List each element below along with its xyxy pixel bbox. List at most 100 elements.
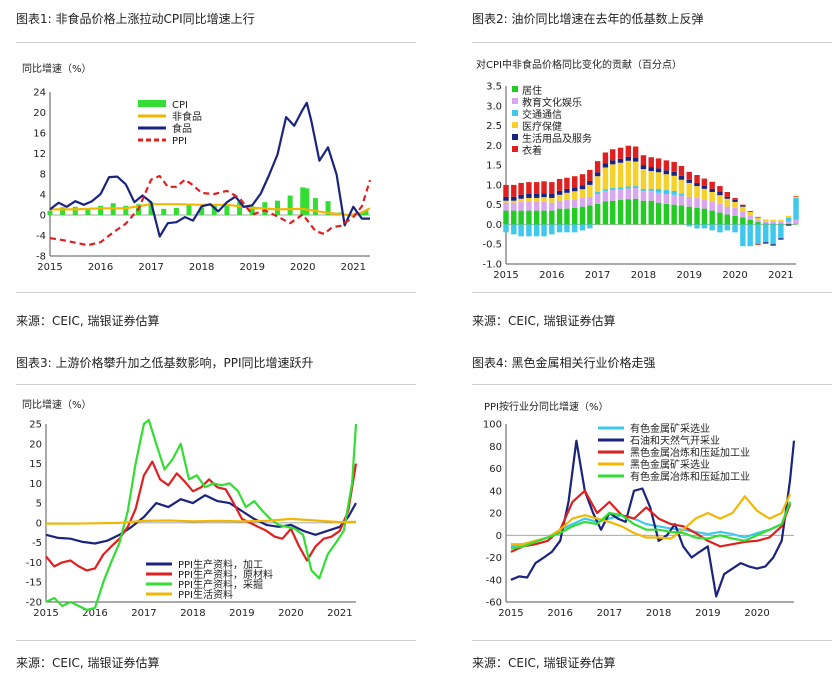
- x-tick-label: 2015: [37, 262, 62, 273]
- y-tick-label: 15: [29, 459, 42, 470]
- bar-segment: [511, 224, 517, 235]
- bar-segment: [594, 172, 601, 177]
- legend-label: 食品: [172, 122, 192, 135]
- bar-segment: [740, 204, 746, 206]
- y-tick-label: 24: [33, 88, 46, 99]
- bar-segment: [755, 244, 761, 246]
- bar-segment: [655, 192, 662, 203]
- y-tick-label: -8: [36, 252, 46, 263]
- legend-label: PPI生产资料，原材料: [178, 568, 273, 581]
- bar: [300, 187, 306, 215]
- bar-segment: [648, 190, 654, 201]
- bar: [161, 208, 167, 215]
- bar-segment: [793, 195, 799, 198]
- bar-segment: [770, 244, 776, 246]
- y-tick-label: 20: [29, 439, 42, 450]
- bar-segment: [579, 224, 586, 231]
- bar: [274, 200, 280, 215]
- bar-segment: [763, 224, 769, 243]
- bar-segment: [503, 196, 509, 201]
- legend-label: PPI: [172, 136, 187, 147]
- bar-segment: [785, 225, 792, 227]
- divider: [472, 292, 832, 293]
- bar-segment: [770, 223, 776, 225]
- bar-segment: [701, 188, 708, 200]
- bar-segment: [732, 199, 738, 202]
- bar-segment: [640, 155, 647, 166]
- series-line: [46, 517, 357, 525]
- bar-segment: [617, 162, 624, 188]
- bar-segment: [671, 161, 677, 172]
- bar-segment: [701, 185, 708, 189]
- bar-segment: [671, 194, 677, 205]
- x-tick-label: 2018: [631, 270, 656, 281]
- y-tick-label: 16: [33, 129, 46, 140]
- bar-segment: [686, 224, 692, 227]
- bar-segment: [579, 185, 586, 190]
- bar: [224, 204, 230, 215]
- legend-label: 居住: [522, 84, 542, 97]
- series-line: [49, 174, 372, 247]
- bar-segment: [564, 199, 570, 209]
- bar-segment: [632, 146, 639, 158]
- bar-segment: [556, 224, 563, 233]
- bar-segment: [747, 215, 753, 220]
- bar-segment: [594, 192, 601, 194]
- bar-segment: [655, 158, 662, 169]
- x-tick-label: 2016: [88, 262, 113, 273]
- bar-segment: [747, 224, 753, 247]
- legend-label: 生活用品及服务: [522, 132, 592, 145]
- y-axis-label: 对CPI中非食品价格同比变化的贡献（百分点）: [476, 58, 682, 71]
- bar-segment: [572, 224, 578, 233]
- x-tick-label: 2016: [547, 608, 572, 619]
- bar-segment: [533, 201, 540, 211]
- bar-segment: [503, 210, 509, 225]
- bar-segment: [778, 219, 784, 222]
- bar-segment: [549, 197, 555, 203]
- bar-segment: [503, 224, 509, 233]
- bar-segment: [511, 210, 517, 225]
- bar-segment: [564, 192, 570, 200]
- series-line: [510, 493, 792, 546]
- source-note: 来源：CEIC, 瑞银证券估算: [472, 314, 616, 328]
- bar-segment: [724, 196, 730, 199]
- bar-segment: [549, 193, 555, 198]
- bar-segment: [732, 201, 738, 208]
- bar-segment: [572, 191, 578, 200]
- bar-segment: [717, 192, 723, 196]
- y-tick-label: -60: [486, 598, 502, 609]
- bar-segment: [541, 201, 547, 211]
- bar-segment: [793, 219, 799, 224]
- legend-swatch: [138, 100, 166, 107]
- bar-segment: [579, 189, 586, 198]
- bar-segment: [709, 224, 715, 231]
- bar-segment: [610, 190, 616, 201]
- bar-segment: [763, 243, 769, 244]
- bar-segment: [617, 147, 624, 159]
- bar-segment: [732, 215, 738, 225]
- bar-segment: [678, 193, 685, 196]
- x-tick-label: 2020: [744, 608, 769, 619]
- bar-segment: [671, 190, 677, 195]
- y-tick-label: 0.5: [486, 200, 502, 211]
- chart-title: 图表3: 上游价格攀升加之低基数影响，PPI同比增速跃升: [16, 356, 314, 370]
- bar-segment: [717, 203, 723, 213]
- bar-segment: [686, 182, 692, 197]
- bar: [211, 205, 217, 215]
- legend-swatch: [512, 86, 518, 92]
- bar-segment: [663, 174, 670, 191]
- bar-segment: [701, 178, 708, 186]
- y-tick-label: 1.5: [486, 161, 502, 172]
- bar-segment: [602, 201, 609, 225]
- x-tick-label: 2021: [341, 262, 366, 273]
- divider: [16, 640, 416, 641]
- bar-segment: [541, 224, 547, 237]
- x-tick-label: 2019: [677, 270, 702, 281]
- bar: [173, 207, 179, 215]
- bar-segment: [518, 224, 524, 237]
- bar-segment: [572, 199, 578, 208]
- x-tick-label: 2017: [585, 270, 610, 281]
- divider: [16, 42, 416, 43]
- x-tick-label: 2015: [498, 608, 523, 619]
- y-tick-label: -10: [26, 558, 42, 569]
